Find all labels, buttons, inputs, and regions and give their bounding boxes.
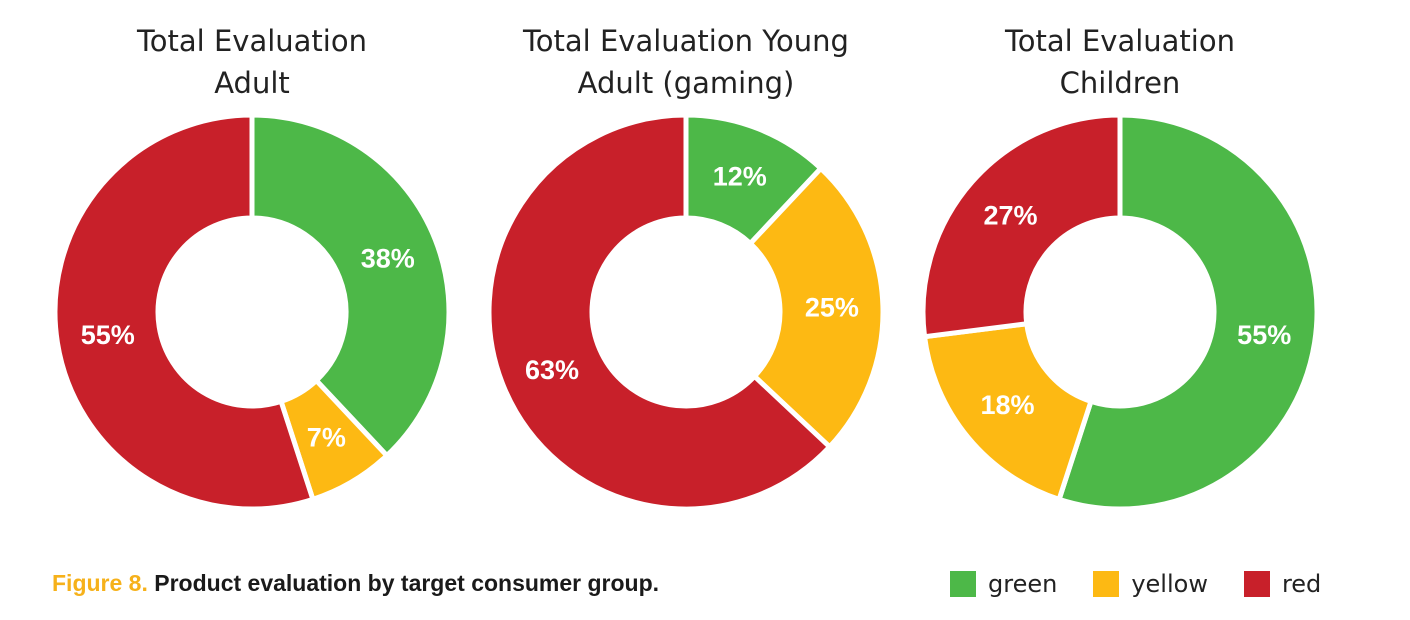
chart-3-slice-red xyxy=(920,112,1123,340)
chart-3-title-line-2: Children xyxy=(1060,66,1181,100)
chart-2-label-red: 63% xyxy=(525,355,579,385)
figure-caption: Figure 8. Product evaluation by target c… xyxy=(52,570,659,597)
chart-3-label-yellow: 18% xyxy=(980,390,1034,420)
legend: green yellow red xyxy=(950,568,1321,600)
donut-chart-3: Total Evaluation Children 55% 18% 27% xyxy=(920,24,1320,512)
chart-2-title-line-1: Total Evaluation Young xyxy=(522,24,849,58)
legend-swatch-red xyxy=(1243,571,1270,597)
legend-item-green: green xyxy=(950,570,1057,598)
chart-3-slice-yellow xyxy=(921,320,1095,503)
legend-item-yellow: yellow xyxy=(1093,570,1208,598)
donut-chart-1: Total Evaluation Adult 38% 7% 55% xyxy=(52,24,452,512)
legend-item-red: red xyxy=(1243,570,1322,598)
figure-caption-text: Product evaluation by target consumer gr… xyxy=(154,570,660,596)
chart-2-label-yellow: 25% xyxy=(805,292,859,322)
legend-swatch-yellow xyxy=(1093,571,1120,597)
chart-1-title-line-2: Adult xyxy=(214,66,290,100)
chart-1-label-green: 38% xyxy=(361,243,415,273)
chart-3-title-line-1: Total Evaluation xyxy=(1004,24,1235,58)
legend-label-red: red xyxy=(1281,570,1322,598)
chart-2-slice-red xyxy=(486,112,834,512)
chart-1-label-red: 55% xyxy=(81,320,135,350)
chart-1-slice-green xyxy=(249,112,452,460)
chart-1-slice-red xyxy=(52,112,317,512)
chart-2-slice-yellow xyxy=(746,164,886,451)
legend-label-yellow: yellow xyxy=(1131,570,1208,598)
chart-3-slice-green xyxy=(1055,112,1320,512)
chart-3-label-green: 55% xyxy=(1237,320,1291,350)
chart-2-title-line-2: Adult (gaming) xyxy=(578,66,795,100)
chart-1-label-yellow: 7% xyxy=(307,423,346,453)
donut-chart-2: Total Evaluation Young Adult (gaming) 12% 2… xyxy=(486,24,886,512)
legend-label-green: green xyxy=(988,570,1058,598)
chart-2-label-green: 12% xyxy=(713,161,767,191)
figure-label: Figure 8. xyxy=(52,570,148,596)
chart-3-label-red: 27% xyxy=(983,200,1037,230)
legend-swatch-green xyxy=(950,571,976,597)
chart-1-title-line-1: Total Evaluation xyxy=(136,24,367,58)
